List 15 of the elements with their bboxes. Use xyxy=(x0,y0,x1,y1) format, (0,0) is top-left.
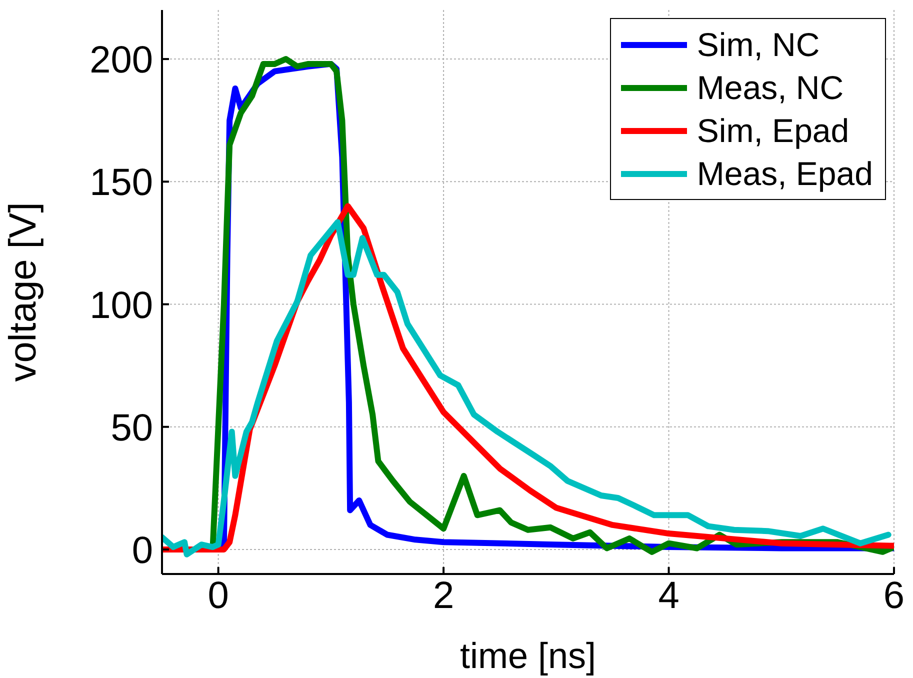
legend-label: Sim, NC xyxy=(696,26,820,64)
legend-label: Sim, Epad xyxy=(696,112,850,150)
x-tick-label: 6 xyxy=(883,574,905,617)
x-tick-label: 0 xyxy=(208,574,229,617)
y-axis-title: voltage [V] xyxy=(2,202,44,382)
legend-label: Meas, NC xyxy=(696,68,844,106)
x-axis-title: time [ns] xyxy=(460,635,596,676)
x-tick-label: 4 xyxy=(658,574,680,617)
legend-label: Meas, Epad xyxy=(696,154,873,192)
y-tick-label: 50 xyxy=(110,407,153,450)
y-tick-label: 150 xyxy=(90,162,153,204)
y-tick-label: 100 xyxy=(90,284,153,327)
y-tick-label: 200 xyxy=(90,40,153,82)
x-tick-label: 2 xyxy=(432,574,454,617)
y-tick-label: 0 xyxy=(132,530,153,572)
